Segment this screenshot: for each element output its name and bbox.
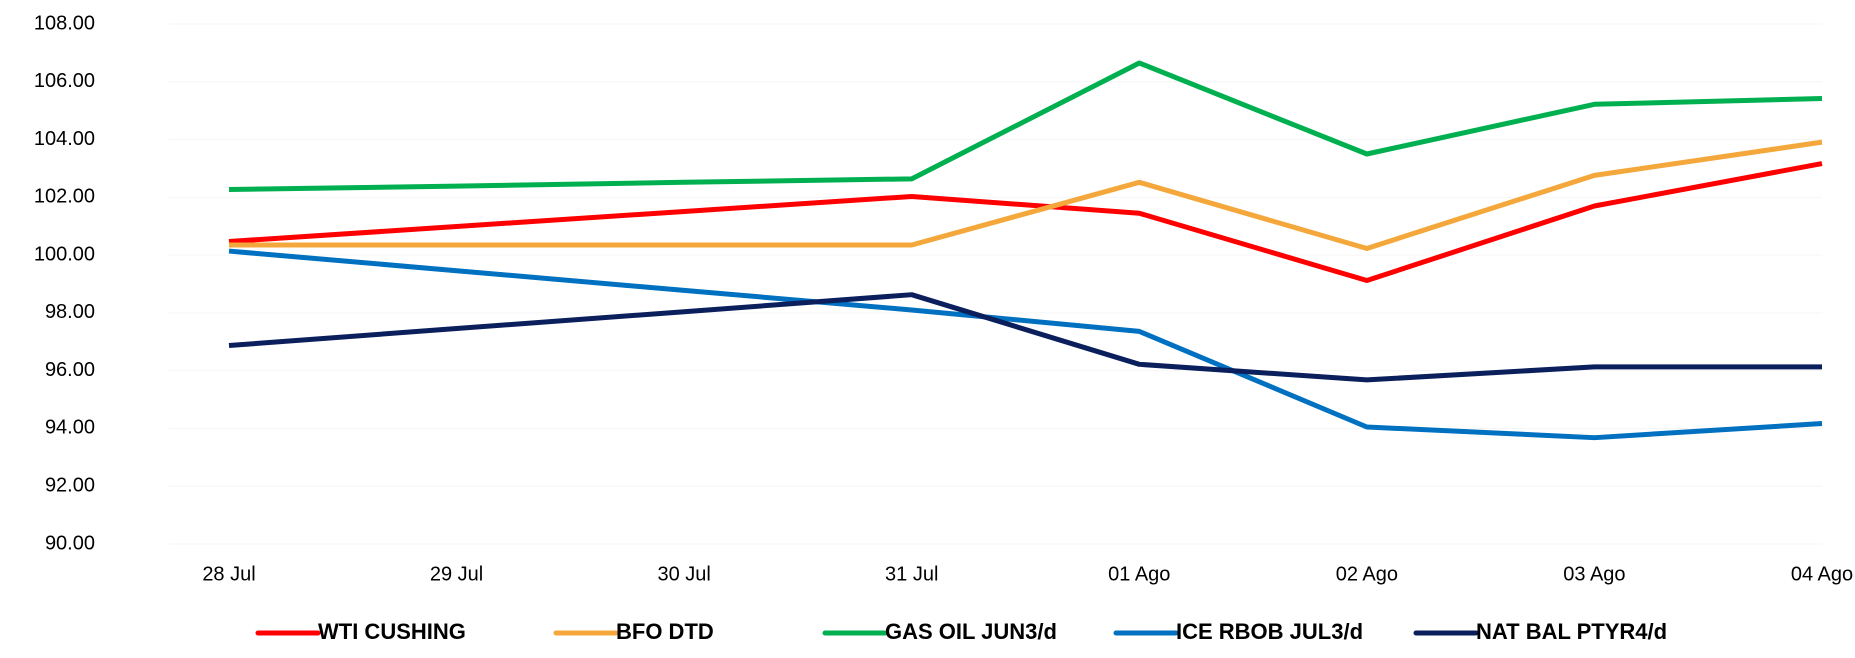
x-tick-label: 04 Ago	[1791, 563, 1853, 585]
x-tick-label: 28 Jul	[202, 563, 255, 585]
y-tick-label: 104.00	[34, 128, 95, 150]
y-tick-label: 90.00	[45, 532, 95, 554]
line-series	[228, 161, 1823, 284]
x-tick-label: 01 Ago	[1108, 563, 1170, 585]
x-tick-label: 31 Jul	[885, 563, 938, 585]
line-series	[228, 248, 1823, 441]
y-tick-label: 102.00	[34, 186, 95, 208]
y-tick-label: 92.00	[45, 475, 95, 497]
x-tick-label: 30 Jul	[657, 563, 710, 585]
line-series	[228, 60, 1823, 193]
y-tick-label: 106.00	[34, 70, 95, 92]
line-series	[229, 139, 1823, 251]
y-tick-label: 108.00	[34, 12, 95, 34]
legend-label: GAS OIL JUN3/d	[885, 619, 1057, 644]
legend-label: BFO DTD	[616, 619, 714, 644]
x-tick-label: 03 Ago	[1563, 563, 1625, 585]
y-tick-label: 100.00	[34, 243, 95, 265]
legend-label: ICE RBOB JUL3/d	[1176, 619, 1363, 644]
legend-label: NAT BAL PTYR4/d	[1476, 619, 1667, 644]
y-tick-label: 98.00	[45, 301, 95, 323]
legend-label: WTI CUSHING	[318, 619, 466, 644]
line-series	[228, 292, 1822, 383]
x-tick-label: 02 Ago	[1336, 563, 1398, 585]
x-tick-label: 29 Jul	[430, 563, 483, 585]
y-tick-label: 96.00	[45, 359, 95, 381]
y-tick-label: 94.00	[45, 417, 95, 439]
